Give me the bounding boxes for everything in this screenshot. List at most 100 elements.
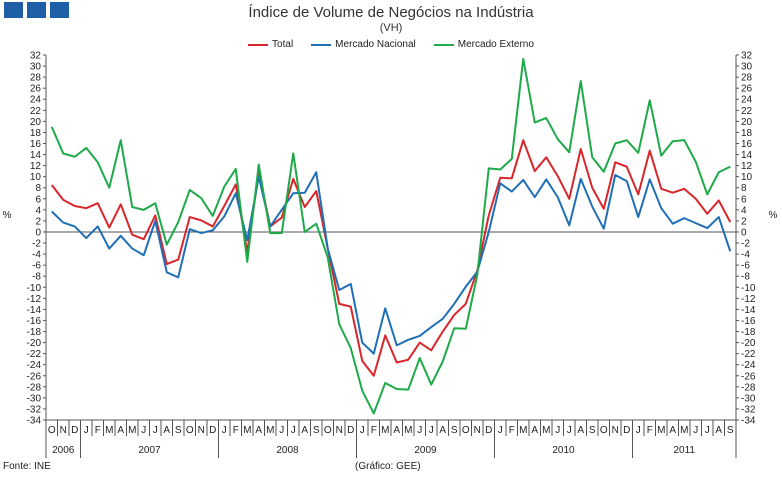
- legend-item-mercado-externo: Mercado Externo: [433, 39, 534, 50]
- x-tick-label: A: [577, 425, 584, 436]
- y-tick-label-right: -34: [741, 416, 756, 427]
- y-tick-label-right: 22: [741, 106, 753, 117]
- year-label: 2009: [414, 445, 437, 456]
- y-tick-label-right: 2: [741, 216, 747, 227]
- y-tick-label-right: 6: [741, 194, 747, 205]
- x-tick-label: J: [498, 425, 503, 436]
- y-axis-label-right: %: [769, 210, 778, 221]
- y-tick-label-left: 26: [30, 84, 42, 95]
- x-tick-label: N: [60, 425, 67, 436]
- source-note: Fonte: INE: [3, 461, 51, 472]
- x-tick-label: J: [567, 425, 572, 436]
- y-tick-label-left: -14: [27, 305, 42, 316]
- x-tick-label: A: [301, 425, 308, 436]
- y-tick-label-right: -6: [741, 261, 750, 272]
- x-tick-label: M: [657, 425, 665, 436]
- y-tick-label-left: -34: [27, 416, 42, 427]
- x-tick-label: M: [128, 425, 136, 436]
- logo-block: [4, 2, 23, 18]
- y-tick-label-right: 12: [741, 161, 753, 172]
- y-tick-label-right: -18: [741, 327, 756, 338]
- y-tick-label-right: 32: [741, 51, 753, 62]
- y-tick-label-right: 26: [741, 84, 753, 95]
- y-tick-label-left: 6: [35, 194, 41, 205]
- year-label: 2006: [52, 445, 75, 456]
- x-tick-label: J: [222, 425, 227, 436]
- x-tick-label: N: [198, 425, 205, 436]
- x-tick-label: S: [175, 425, 182, 436]
- y-tick-label-right: 4: [741, 205, 747, 216]
- y-tick-label-left: -20: [27, 338, 42, 349]
- year-label: 2010: [552, 445, 575, 456]
- y-tick-label-left: -24: [27, 360, 42, 371]
- x-tick-label: J: [555, 425, 560, 436]
- y-tick-label-right: -12: [741, 294, 756, 305]
- x-tick-label: J: [360, 425, 365, 436]
- y-tick-label-right: -4: [741, 250, 750, 261]
- y-tick-label-left: -10: [27, 283, 42, 294]
- x-tick-label: D: [485, 425, 492, 436]
- y-tick-label-left: 28: [30, 73, 42, 84]
- chart-credit: (Gráfico: GEE): [355, 461, 421, 472]
- y-tick-label-left: 2: [35, 216, 41, 227]
- legend-swatch: [248, 43, 269, 46]
- y-tick-label-left: -32: [27, 404, 42, 415]
- x-tick-label: N: [612, 425, 619, 436]
- y-tick-label-right: 28: [741, 73, 753, 84]
- x-tick-label: A: [117, 425, 124, 436]
- x-tick-label: F: [647, 425, 653, 436]
- x-tick-label: M: [243, 425, 251, 436]
- x-tick-label: J: [141, 425, 146, 436]
- y-tick-label-right: -22: [741, 349, 756, 360]
- x-tick-label: F: [233, 425, 239, 436]
- legend-item-total: Total: [248, 39, 293, 50]
- legend-swatch: [311, 43, 332, 46]
- y-tick-label-left: -8: [32, 272, 41, 283]
- y-tick-label-left: 32: [30, 51, 42, 62]
- y-tick-label-left: 4: [35, 205, 41, 216]
- chart-legend: Total Mercado Nacional Mercado Externo: [0, 39, 782, 50]
- y-tick-label-left: -22: [27, 349, 42, 360]
- x-tick-label: A: [393, 425, 400, 436]
- y-tick-label-right: -32: [741, 404, 756, 415]
- x-tick-label: O: [462, 425, 470, 436]
- x-tick-label: J: [705, 425, 710, 436]
- y-tick-label-right: -10: [741, 283, 756, 294]
- chart-subtitle: (VH): [379, 22, 403, 34]
- y-tick-label-left: -28: [27, 382, 42, 393]
- year-label: 2007: [138, 445, 161, 456]
- y-tick-label-left: -26: [27, 371, 42, 382]
- legend-swatch: [433, 43, 454, 46]
- y-tick-label-left: 18: [30, 128, 42, 139]
- x-tick-label: N: [336, 425, 343, 436]
- x-tick-label: A: [669, 425, 676, 436]
- x-tick-label: O: [186, 425, 194, 436]
- y-tick-label-left: 22: [30, 106, 42, 117]
- x-tick-label: O: [48, 425, 56, 436]
- y-tick-label-right: 10: [741, 172, 753, 183]
- year-label: 2011: [673, 445, 695, 456]
- x-tick-label: M: [519, 425, 527, 436]
- y-tick-label-left: 30: [30, 62, 42, 73]
- y-tick-label-right: -20: [741, 338, 756, 349]
- y-tick-label-left: 20: [30, 117, 42, 128]
- legend-label: Mercado Nacional: [335, 39, 416, 50]
- x-tick-label: D: [209, 425, 216, 436]
- y-tick-label-right: -30: [741, 393, 756, 404]
- x-tick-label: J: [429, 425, 434, 436]
- x-tick-label: M: [105, 425, 113, 436]
- x-tick-label: M: [542, 425, 550, 436]
- x-tick-label: D: [71, 425, 78, 436]
- y-tick-label-left: 16: [30, 139, 42, 150]
- x-tick-label: J: [279, 425, 284, 436]
- x-tick-label: F: [371, 425, 377, 436]
- x-tick-label: M: [381, 425, 389, 436]
- y-tick-label-right: -24: [741, 360, 756, 371]
- legend-label: Mercado Externo: [457, 39, 534, 50]
- y-tick-label-left: 12: [30, 161, 42, 172]
- x-tick-label: J: [693, 425, 698, 436]
- x-tick-label: A: [163, 425, 170, 436]
- x-tick-label: J: [84, 425, 89, 436]
- series-line-total: [50, 139, 732, 377]
